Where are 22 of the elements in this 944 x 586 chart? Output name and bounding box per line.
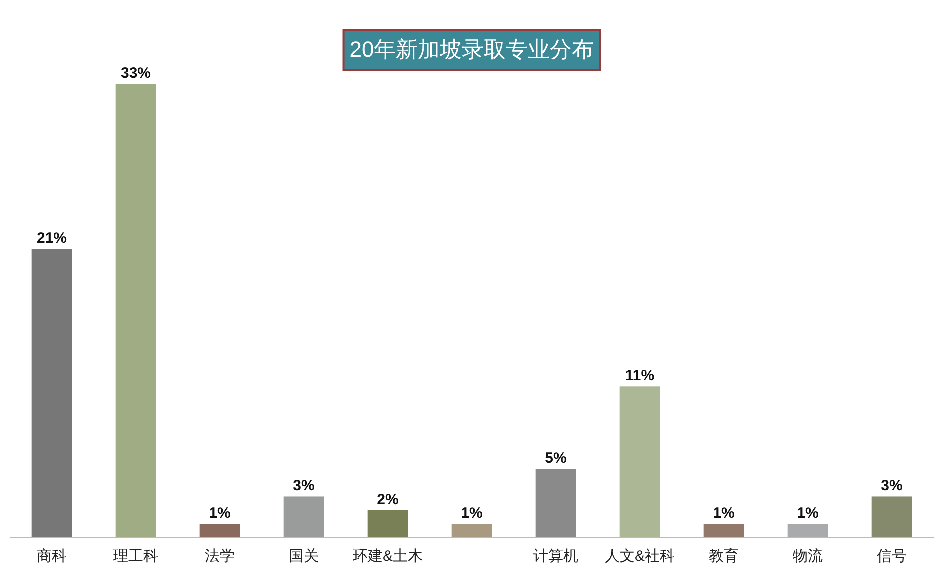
data-label: 5% xyxy=(545,450,567,468)
data-label: 2% xyxy=(377,491,399,508)
data-label: 1% xyxy=(209,505,231,522)
data-label: 21% xyxy=(36,230,68,248)
x-tick-label: 教育 xyxy=(709,548,739,565)
x-tick-label: 物流 xyxy=(793,548,823,565)
data-label: 3% xyxy=(293,478,315,495)
data-label: 3% xyxy=(881,478,903,495)
data-label: 1% xyxy=(713,505,735,522)
x-tick-label: 理工科 xyxy=(114,548,158,565)
x-tick-label: 计算机 xyxy=(534,548,578,565)
data-label: 1% xyxy=(797,505,819,522)
x-tick-label: 人文&社科 xyxy=(604,548,676,565)
x-tick-label: 商科 xyxy=(37,548,67,565)
x-tick-label: 国关 xyxy=(289,548,319,565)
data-label: 33% xyxy=(120,65,152,82)
data-label: 11% xyxy=(625,368,655,385)
x-tick-label: 环建&土木 xyxy=(352,548,424,565)
x-tick-label: 信号 xyxy=(877,548,907,565)
x-tick-label: 法学 xyxy=(205,548,235,565)
chart-title: 20年新加坡录取专业分布 xyxy=(350,37,594,62)
data-label: 1% xyxy=(461,505,483,522)
